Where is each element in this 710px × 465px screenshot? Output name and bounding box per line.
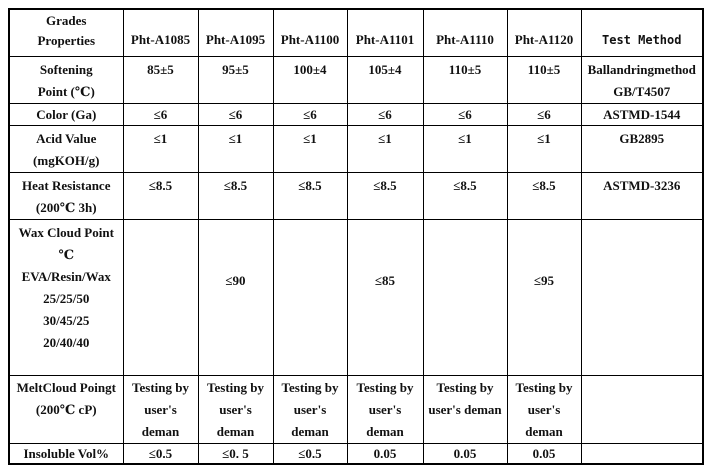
- value-cell: 110±5: [422, 56, 508, 104]
- value-cell: ≤95: [506, 219, 582, 376]
- product-spec-table: Grades Properties Pht-A1085 Pht-A1095 Pht…: [8, 8, 704, 465]
- column-header-grade-3: Pht-A1100: [272, 8, 348, 57]
- value-cell: ≤8.5: [197, 172, 274, 220]
- value-cell: ≤6: [346, 103, 424, 126]
- value-cell: Testing by user's deman: [422, 375, 508, 444]
- grades-label: Grades: [46, 13, 87, 28]
- value-cell: ≤1: [197, 125, 274, 173]
- row-label: Wax Cloud Point ℃ EVA/Resin/Wax 25/25/50…: [8, 219, 124, 376]
- value-cell: ≤6: [506, 103, 582, 126]
- value-cell: ≤8.5: [122, 172, 199, 220]
- test-method-cell: ASTMD-1544: [580, 103, 704, 126]
- value-cell: Testing by user's deman: [506, 375, 582, 444]
- table-row-acid-value: Acid Value (mgKOH/g) ≤1 ≤1 ≤1 ≤1 ≤1 ≤1 G…: [8, 125, 704, 173]
- test-method-cell: [580, 219, 704, 376]
- column-header-grade-5: Pht-A1110: [422, 8, 508, 57]
- table-row-wax-cloud-point: Wax Cloud Point ℃ EVA/Resin/Wax 25/25/50…: [8, 219, 704, 376]
- table-row-softening-point: Softening Point (℃) 85±5 95±5 100±4 105±…: [8, 56, 704, 104]
- test-method-cell: GB2895: [580, 125, 704, 173]
- value-cell: ≤8.5: [272, 172, 348, 220]
- value-cell: ≤6: [197, 103, 274, 126]
- test-method-cell: ASTMD-3236: [580, 172, 704, 220]
- row-label: Acid Value (mgKOH/g): [8, 125, 124, 173]
- value-cell: ≤8.5: [346, 172, 424, 220]
- row-label: Softening Point (℃): [8, 56, 124, 104]
- value-cell: ≤1: [506, 125, 582, 173]
- value-cell: ≤90: [197, 219, 274, 376]
- value-cell: Testing by user's deman: [122, 375, 199, 444]
- test-method-cell: Ballandringmethod GB/T4507: [580, 56, 704, 104]
- table-row-heat-resistance: Heat Resistance (200℃ 3h) ≤8.5 ≤8.5 ≤8.5…: [8, 172, 704, 220]
- row-label: Heat Resistance (200℃ 3h): [8, 172, 124, 220]
- test-method-cell: [580, 375, 704, 444]
- column-header-grade-4: Pht-A1101: [346, 8, 424, 57]
- value-cell: ≤1: [122, 125, 199, 173]
- value-cell: 95±5: [197, 56, 274, 104]
- value-cell: ≤8.5: [506, 172, 582, 220]
- column-header-test-method: Test Method: [580, 8, 704, 57]
- value-cell: 110±5: [506, 56, 582, 104]
- value-cell: [122, 219, 199, 376]
- value-cell: Testing by user's deman: [272, 375, 348, 444]
- row-label: MeltCloud Poingt (200℃ cP): [8, 375, 124, 444]
- column-header-grade-6: Pht-A1120: [506, 8, 582, 57]
- value-cell: ≤8.5: [422, 172, 508, 220]
- value-cell: ≤6: [122, 103, 199, 126]
- value-cell: 100±4: [272, 56, 348, 104]
- value-cell: ≤1: [422, 125, 508, 173]
- value-cell: 85±5: [122, 56, 199, 104]
- value-cell: ≤85: [346, 219, 424, 376]
- spec-sheet: Grades Properties Pht-A1085 Pht-A1095 Pht…: [8, 8, 704, 465]
- value-cell: Testing by user's deman: [346, 375, 424, 444]
- column-header-grade-2: Pht-A1095: [197, 8, 274, 57]
- corner-cell-grades-properties: Grades Properties: [8, 8, 124, 57]
- value-cell: ≤6: [272, 103, 348, 126]
- column-header-grade-1: Pht-A1085: [122, 8, 199, 57]
- value-cell: ≤6: [422, 103, 508, 126]
- properties-label: Properties: [37, 33, 96, 48]
- value-cell: 105±4: [346, 56, 424, 104]
- header-row: Grades Properties Pht-A1085 Pht-A1095 Pht…: [8, 8, 704, 57]
- value-cell: [272, 219, 348, 376]
- row-label: Color (Ga): [8, 103, 124, 126]
- value-cell: Testing by user's deman: [197, 375, 274, 444]
- value-cell: ≤1: [346, 125, 424, 173]
- table-row-melt-cloud-point: MeltCloud Poingt (200℃ cP) Testing by us…: [8, 375, 704, 444]
- value-cell: ≤1: [272, 125, 348, 173]
- table-row-color: Color (Ga) ≤6 ≤6 ≤6 ≤6 ≤6 ≤6 ASTMD-1544: [8, 103, 704, 126]
- value-cell: [422, 219, 508, 376]
